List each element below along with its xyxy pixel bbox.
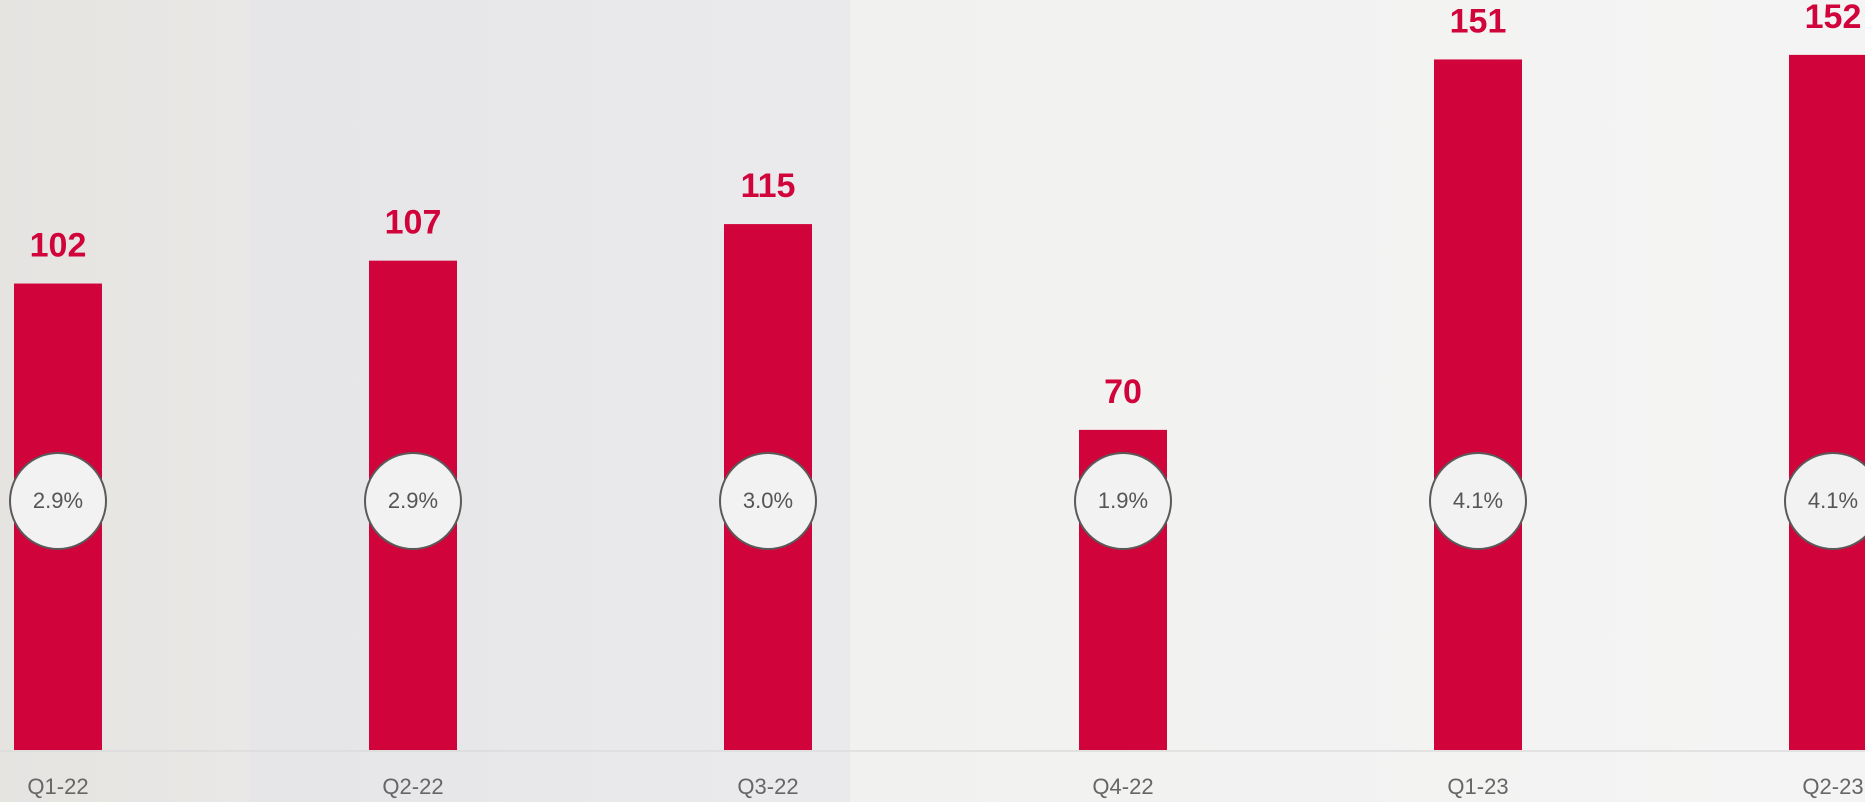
- x-tick-label: Q2-22: [382, 774, 443, 799]
- x-tick-label: Q2-23: [1802, 774, 1863, 799]
- share-label: 4.1%: [1453, 488, 1503, 513]
- bar-value-label: 107: [385, 204, 442, 242]
- share-label: 4.1%: [1808, 488, 1858, 513]
- bar-value-label: 70: [1104, 373, 1142, 411]
- x-tick-label: Q1-23: [1447, 774, 1508, 799]
- bar-value-label: 115: [741, 167, 796, 205]
- x-tick-label: Q4-22: [1092, 774, 1153, 799]
- x-tick-label: Q3-22: [737, 774, 798, 799]
- page: 102 2.9% Q1-22 107 2.9% Q2-22 115 3.0% Q3-22 70 1.…: [0, 0, 1865, 802]
- share-label: 3.0%: [743, 488, 793, 513]
- chart: 102 2.9% Q1-22 107 2.9% Q2-22 115 3.0% Q3-22 70 1.…: [0, 0, 1865, 802]
- bar: [1434, 59, 1522, 750]
- share-label: 2.9%: [33, 488, 83, 513]
- bar-value-label: 151: [1450, 2, 1507, 40]
- share-label: 1.9%: [1098, 488, 1148, 513]
- bar-value-label: 152: [1805, 0, 1862, 36]
- bar: [1789, 55, 1865, 750]
- bar-value-label: 102: [30, 227, 87, 265]
- x-tick-label: Q1-22: [27, 774, 88, 799]
- share-label: 2.9%: [388, 488, 438, 513]
